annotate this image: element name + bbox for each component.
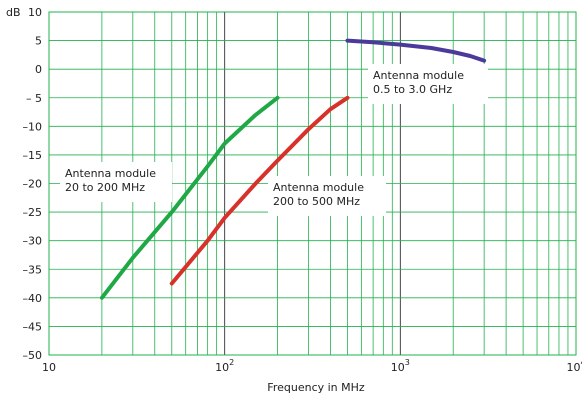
y-axis-label: dB: [6, 6, 21, 19]
annotation-box-2: [268, 176, 386, 216]
y-tick-label: 5: [35, 35, 42, 48]
y-tick-label: –35: [23, 263, 43, 276]
annotation-box-3: [368, 64, 488, 104]
annotation-text-3: 0.5 to 3.0 GHz: [373, 83, 452, 96]
annotation-text-2: 200 to 500 MHz: [273, 195, 360, 208]
annotation-text-3: Antenna module: [373, 69, 464, 82]
x-tick-exponent: 4: [580, 358, 582, 367]
y-tick-label: –15: [23, 149, 43, 162]
series-line-3: [345, 38, 487, 63]
y-axis-ticks: 10 5 0 – 5 –10 –15 –20 –25 –30 –35 –40 –45 –50: [23, 6, 43, 362]
annotation-box-1: [60, 162, 172, 202]
y-tick-label: –10: [23, 120, 43, 133]
y-tick-label: –30: [23, 235, 43, 248]
x-tick-label: 102: [215, 358, 234, 374]
y-tick-label: 10: [28, 6, 42, 19]
x-tick-label: 10: [42, 361, 56, 374]
series-line-2: [169, 95, 350, 286]
annotation-text-1: Antenna module: [65, 167, 156, 180]
series-lines: [99, 38, 487, 300]
y-tick-label: –45: [23, 320, 43, 333]
x-tick-label: 103: [391, 358, 410, 374]
y-tick-label: –40: [23, 292, 43, 305]
y-tick-label: 0: [35, 63, 42, 76]
x-axis-label: Frequency in MHz: [267, 381, 365, 394]
x-tick-label: 104: [566, 358, 582, 374]
x-axis-ticks: 10 102 103 104: [42, 358, 582, 374]
x-tick-exponent: 2: [229, 358, 234, 367]
y-tick-label: – 5: [26, 92, 42, 105]
y-tick-label: –20: [23, 178, 43, 191]
series-line-1: [99, 95, 280, 300]
annotation-text-1: 20 to 200 MHz: [65, 181, 145, 194]
x-tick-exponent: 3: [405, 358, 410, 367]
y-tick-label: –50: [23, 349, 43, 362]
y-tick-label: –25: [23, 206, 43, 219]
annotation-text-2: Antenna module: [273, 181, 364, 194]
